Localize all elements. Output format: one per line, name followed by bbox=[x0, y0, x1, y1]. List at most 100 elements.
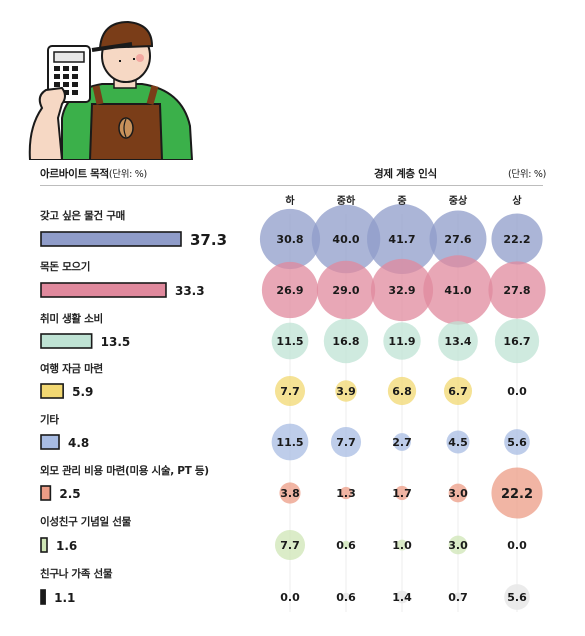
bar-value-label: 13.5 bbox=[101, 335, 131, 349]
left-header: 아르바이트 목적(단위: %) bbox=[40, 166, 147, 181]
cell-value-label: 3.9 bbox=[336, 385, 356, 398]
bubble bbox=[271, 423, 309, 461]
bubble bbox=[279, 482, 301, 504]
cell-value-label: 7.7 bbox=[336, 436, 356, 449]
bubble bbox=[448, 535, 468, 555]
bubble bbox=[341, 592, 351, 602]
cell-value-label: 0.6 bbox=[336, 539, 356, 552]
bubble bbox=[367, 204, 437, 274]
category-label: 기타 bbox=[40, 413, 59, 426]
cell-value-label: 0.0 bbox=[280, 591, 300, 604]
cell-value-label: 3.0 bbox=[448, 487, 468, 500]
cell-value-label: 6.7 bbox=[448, 385, 468, 398]
bubble bbox=[395, 590, 409, 604]
bubble bbox=[494, 318, 540, 364]
bubble bbox=[330, 426, 362, 458]
cell-value-label: 22.2 bbox=[501, 487, 533, 502]
bar-value-label: 33.3 bbox=[175, 284, 205, 298]
bar bbox=[40, 231, 182, 247]
cell-value-label: 7.7 bbox=[280, 385, 300, 398]
cell-value-label: 30.8 bbox=[276, 233, 303, 246]
bubble bbox=[311, 204, 381, 274]
cell-value-label: 27.6 bbox=[444, 233, 471, 246]
cell-value-label: 11.9 bbox=[388, 335, 415, 348]
bubble bbox=[335, 380, 357, 402]
left-header-title: 아르바이트 목적 bbox=[40, 168, 109, 180]
cell-value-label: 41.0 bbox=[444, 284, 471, 297]
cell-value-label: 5.6 bbox=[507, 591, 527, 604]
bubble bbox=[259, 208, 321, 270]
column-heading: 중하 bbox=[337, 194, 356, 207]
bar-value-label: 1.6 bbox=[56, 539, 77, 553]
bubble bbox=[453, 592, 463, 602]
cell-value-label: 0.0 bbox=[507, 385, 527, 398]
cell-value-label: 16.7 bbox=[503, 335, 530, 348]
category-label: 갖고 싶은 물건 구매 bbox=[40, 209, 125, 222]
bubble-layer bbox=[259, 204, 546, 610]
bubble bbox=[443, 376, 473, 406]
bubble bbox=[339, 486, 353, 500]
bubble bbox=[438, 321, 478, 361]
cell-value-label: 22.2 bbox=[503, 233, 530, 246]
bubble bbox=[429, 210, 487, 268]
cell-value-label: 29.0 bbox=[332, 284, 359, 297]
bubble bbox=[316, 260, 376, 320]
cell-value-label: 13.4 bbox=[444, 335, 471, 348]
bar bbox=[40, 333, 93, 349]
column-heading: 하 bbox=[285, 194, 295, 207]
cell-value-label: 5.6 bbox=[507, 436, 527, 449]
bubble bbox=[448, 483, 468, 503]
mid-header-title: 경제 계층 인식 bbox=[374, 168, 437, 180]
bubble bbox=[341, 540, 351, 550]
cell-value-label: 6.8 bbox=[392, 385, 412, 398]
bubble bbox=[323, 318, 369, 364]
bar bbox=[40, 434, 60, 450]
column-heading: 상 bbox=[512, 194, 522, 207]
cell-value-label: 40.0 bbox=[332, 233, 359, 246]
label-layer: 하 중하 중 중상 상갖고 싶은 물건 구매 37.3 30.8 40.0 41.7 27.6 22… bbox=[40, 194, 533, 605]
bubble bbox=[423, 255, 493, 325]
bubble bbox=[446, 430, 470, 454]
cell-value-label: 0.6 bbox=[336, 591, 356, 604]
bubble bbox=[504, 584, 530, 610]
bubble bbox=[370, 258, 434, 322]
right-header-unit: (단위: %) bbox=[508, 169, 547, 180]
bubble bbox=[394, 485, 410, 501]
category-label: 취미 생활 소비 bbox=[40, 312, 103, 325]
bar-value-label: 37.3 bbox=[190, 231, 227, 249]
bar bbox=[40, 383, 64, 399]
bar bbox=[40, 485, 52, 501]
category-label: 목돈 모으기 bbox=[40, 260, 90, 273]
bar bbox=[40, 589, 46, 605]
bubble bbox=[504, 429, 530, 455]
header-divider bbox=[40, 185, 543, 186]
cell-value-label: 11.5 bbox=[276, 436, 303, 449]
bubble bbox=[274, 529, 306, 561]
cell-value-label: 32.9 bbox=[388, 284, 415, 297]
bubble bbox=[271, 322, 309, 360]
bubble bbox=[488, 261, 546, 319]
category-label: 외모 관리 비용 마련(미용 시술, PT 등) bbox=[40, 464, 209, 477]
bar-value-label: 1.1 bbox=[54, 591, 75, 605]
cell-value-label: 4.5 bbox=[448, 436, 468, 449]
category-label: 여행 자금 마련 bbox=[40, 362, 103, 375]
cell-value-label: 27.8 bbox=[503, 284, 530, 297]
worker-with-calculator-illustration bbox=[28, 20, 194, 160]
cell-value-label: 16.8 bbox=[332, 335, 359, 348]
cell-value-label: 0.7 bbox=[448, 591, 468, 604]
cell-value-label: 1.3 bbox=[336, 487, 356, 500]
cell-value-label: 2.7 bbox=[392, 436, 412, 449]
bubble bbox=[387, 376, 417, 406]
column-heading: 중상 bbox=[449, 194, 468, 207]
cell-value-label: 1.4 bbox=[392, 591, 412, 604]
bubble bbox=[491, 213, 543, 265]
bar-value-label: 4.8 bbox=[68, 436, 89, 450]
cell-value-label: 41.7 bbox=[388, 233, 415, 246]
cell-value-label: 3.8 bbox=[280, 487, 300, 500]
bar-value-label: 5.9 bbox=[72, 385, 93, 399]
bubble bbox=[261, 261, 319, 319]
bubble bbox=[393, 433, 411, 451]
category-label: 친구나 가족 선물 bbox=[40, 567, 113, 580]
cell-value-label: 1.7 bbox=[392, 487, 412, 500]
